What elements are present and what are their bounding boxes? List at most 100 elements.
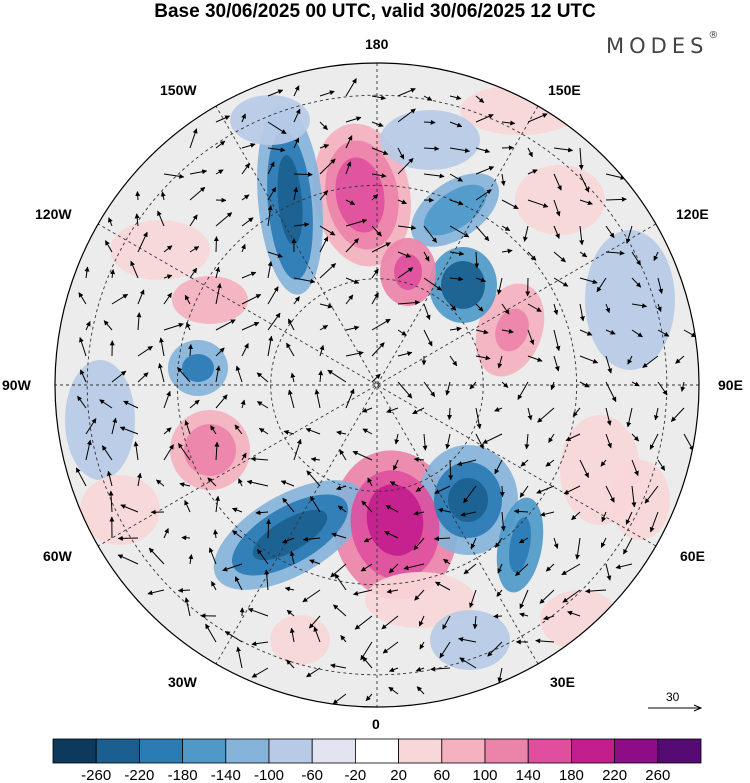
wind-arrow <box>306 667 321 678</box>
colorbar-swatch <box>311 738 356 764</box>
wind-arrow <box>605 329 616 335</box>
wind-arrow <box>605 407 612 426</box>
anomaly-contour <box>509 517 531 573</box>
wind-arrow <box>251 641 269 647</box>
wind-arrow <box>397 225 417 231</box>
wind-arrow <box>487 641 503 657</box>
wind-arrow <box>286 609 295 617</box>
wind-arrow <box>515 563 529 577</box>
anomaly-contour <box>172 276 248 324</box>
wind-arrow <box>470 537 477 549</box>
wind-arrow <box>571 511 581 521</box>
wind-arrow <box>267 312 281 331</box>
wind-arrow <box>458 637 477 643</box>
wind-arrow <box>345 199 356 205</box>
wind-arrow <box>241 162 250 175</box>
wind-arrow <box>361 500 373 513</box>
wind-arrow <box>448 459 454 481</box>
wind-arrow <box>527 199 549 208</box>
wind-arrow <box>578 147 584 170</box>
wind-arrow <box>345 350 364 357</box>
wind-arrow <box>289 627 295 643</box>
wind-arrow <box>111 370 127 383</box>
wind-arrow <box>550 381 556 391</box>
wind-arrow <box>475 95 485 103</box>
wind-arrow <box>631 251 642 266</box>
wind-arrow <box>306 470 321 487</box>
colorbar-swatch <box>484 738 529 764</box>
wind-arrow <box>371 342 385 357</box>
wind-arrow <box>137 472 142 487</box>
wind-arrow <box>137 372 149 383</box>
wind-arrow <box>371 318 391 331</box>
wind-arrow <box>520 459 529 467</box>
wind-arrow <box>186 322 191 331</box>
wind-arrow <box>517 381 529 400</box>
wind-arrow <box>500 173 506 186</box>
colorbar-tick-label: -20 <box>345 767 367 783</box>
wind-arrow <box>241 243 246 253</box>
wind-arrow <box>579 381 590 388</box>
wind-arrow <box>309 559 321 565</box>
anomaly-contour <box>610 460 670 540</box>
wind-arrow <box>130 260 139 279</box>
wind-arrow <box>553 329 561 352</box>
wind-arrow <box>445 433 451 450</box>
wind-arrow <box>442 615 451 630</box>
wind-arrow <box>561 563 581 576</box>
brand-logo: MODES® <box>606 30 719 58</box>
wind-arrow <box>553 199 561 217</box>
wind-arrow <box>644 485 659 504</box>
wind-arrow <box>282 537 295 544</box>
wind-arrow <box>631 277 642 288</box>
wind-arrow <box>423 95 433 101</box>
wind-arrow <box>189 246 200 253</box>
wind-arrow <box>319 225 336 236</box>
anomaly-contour <box>252 509 328 561</box>
wind-arrow <box>264 569 270 591</box>
wind-arrow <box>579 329 593 336</box>
wind-arrow <box>345 277 360 284</box>
wind-arrow <box>236 646 243 669</box>
colorbar-swatch <box>182 738 227 764</box>
wind-arrow <box>371 147 389 155</box>
wind-arrow <box>449 225 470 238</box>
wind-arrow <box>106 470 113 487</box>
wind-arrow <box>653 407 659 421</box>
wind-arrow <box>475 407 482 430</box>
wind-arrow <box>393 459 399 471</box>
colorbar-swatch <box>354 738 399 764</box>
wind-arrow <box>605 196 627 202</box>
wind-arrow <box>371 373 381 383</box>
wind-arrow <box>137 345 153 357</box>
lon-label-30w: 30W <box>168 674 197 690</box>
colorbar-tick-label: -140 <box>211 767 241 783</box>
wind-arrow <box>280 480 295 487</box>
wind-arrow <box>158 363 165 383</box>
wind-arrow <box>103 320 113 331</box>
wind-arrow <box>657 329 670 337</box>
lon-label-30e: 30E <box>550 674 575 690</box>
wind-arrow <box>443 558 451 565</box>
wind-arrow <box>475 189 492 201</box>
anomaly-contour <box>277 155 303 245</box>
reference-vector-value: 30 <box>666 690 680 704</box>
wind-arrow <box>246 479 269 487</box>
wind-arrow <box>579 225 585 246</box>
wind-arrow <box>267 89 284 97</box>
wind-arrow <box>494 537 503 548</box>
wind-arrow <box>256 372 269 383</box>
colorbar-tick-label: -100 <box>254 767 284 783</box>
wind-arrow <box>445 381 451 396</box>
wind-arrow <box>255 510 269 516</box>
meridian-line <box>97 223 657 547</box>
wind-arrow <box>423 381 436 398</box>
wind-arrow <box>605 173 626 180</box>
wind-arrow <box>553 303 559 316</box>
wind-arrow <box>501 303 510 315</box>
wind-arrow <box>287 389 295 409</box>
wind-arrow <box>135 191 141 201</box>
wind-arrow <box>101 445 113 461</box>
colorbar-tick-label: -60 <box>301 767 323 783</box>
lon-label-120w: 120W <box>35 206 72 222</box>
